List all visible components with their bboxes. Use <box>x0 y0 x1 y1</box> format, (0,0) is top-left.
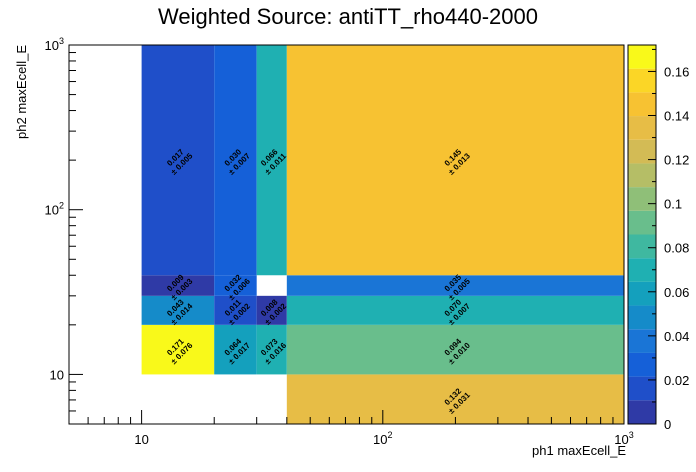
heatmap-cell <box>214 295 257 325</box>
x-tick-label: 102 <box>373 430 392 447</box>
y-tick-label: 10 <box>50 367 64 382</box>
y-tick-label: 102 <box>45 201 64 218</box>
colorbar-segment <box>628 258 656 282</box>
colorbar-tick-label: 0.08 <box>664 241 689 256</box>
heatmap-cell <box>286 324 624 375</box>
heatmap-cell <box>256 295 287 325</box>
colorbar-tick-label: 0.06 <box>664 285 689 300</box>
heatmap-cell <box>256 324 287 375</box>
colorbar-segment <box>628 376 656 401</box>
heatmap-cell <box>214 324 257 375</box>
heatmap-cell <box>286 295 624 325</box>
colorbar-segment <box>628 305 656 330</box>
colorbar-segment <box>628 210 656 235</box>
colorbar-segment <box>628 163 656 188</box>
colorbar-tick-label: 0.14 <box>664 109 689 124</box>
plot-frame <box>68 44 625 425</box>
heatmap-cell <box>141 45 215 276</box>
colorbar-segment <box>628 352 656 377</box>
colorbar-segment <box>628 400 656 424</box>
heatmap-cell <box>141 275 215 296</box>
colorbar-segment <box>628 234 656 259</box>
y-tick-label: 103 <box>45 36 64 53</box>
colorbar-segment <box>628 329 656 353</box>
chart-title: Weighted Source: antiTT_rho440-2000 <box>158 4 538 29</box>
x-tick-label: 10 <box>134 432 148 447</box>
heatmap-cell <box>214 275 257 296</box>
colorbar-tick-label: 0.12 <box>664 153 689 168</box>
y-axis-label: ph2 maxEcell_E <box>14 45 29 139</box>
heatmap-cell <box>141 295 215 325</box>
colorbar-tick-label: 0 <box>664 417 671 432</box>
colorbar-tick-label: 0.1 <box>664 197 682 212</box>
heatmap-cells <box>141 45 624 424</box>
colorbar-segment <box>628 187 656 211</box>
colorbar-frame <box>627 44 657 425</box>
heatmap-cell <box>286 374 624 424</box>
colorbar-tick-label: 0.04 <box>664 329 689 344</box>
color-bar: 0 0.02 0.04 0.06 0.08 0.1 0.12 0.14 0.16 <box>627 44 689 432</box>
heatmap-cell <box>286 275 624 296</box>
colorbar-segment <box>628 92 656 117</box>
colorbar-tick-label: 0.16 <box>664 64 689 79</box>
colorbar-segment <box>628 45 656 69</box>
heatmap-cell <box>256 45 287 276</box>
colorbar-segment <box>628 68 656 93</box>
heatmap-cell <box>141 324 215 375</box>
x-axis-label: ph1 maxEcell_E <box>532 443 626 458</box>
colorbar-segment <box>628 281 656 306</box>
heatmap-cell <box>214 45 257 276</box>
heatmap-cell <box>286 45 624 276</box>
colorbar-tick-label: 0.02 <box>664 373 689 388</box>
colorbar-segment <box>628 116 656 140</box>
colorbar-segment <box>628 139 656 164</box>
